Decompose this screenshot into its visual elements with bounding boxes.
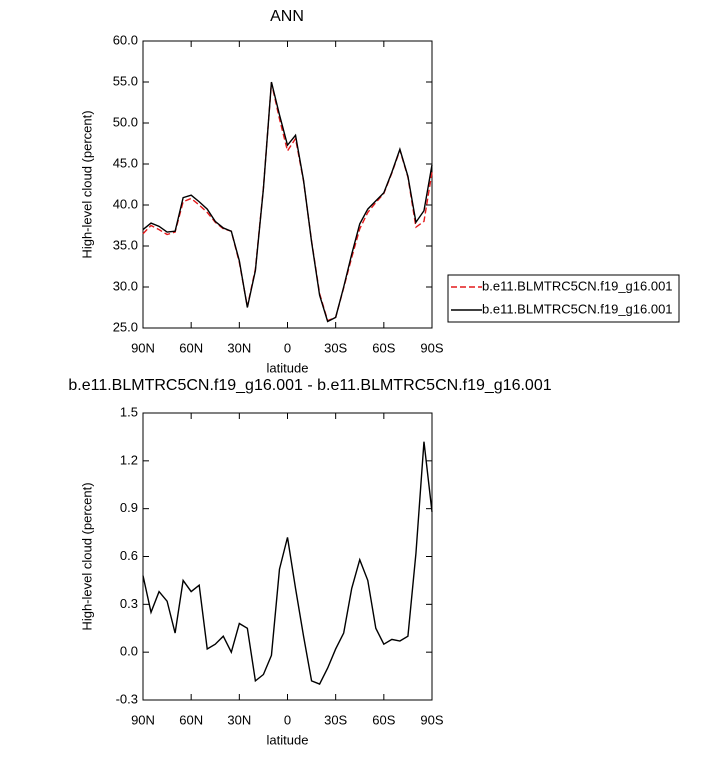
y-tick-label: 40.0 xyxy=(113,196,138,211)
x-tick-label: 90N xyxy=(131,712,155,727)
y-axis-label: High-level cloud (percent) xyxy=(79,110,94,258)
x-tick-label: 90S xyxy=(420,712,443,727)
series-line xyxy=(142,441,433,685)
x-tick-label: 0 xyxy=(284,712,291,727)
plot-frame xyxy=(142,40,433,329)
y-tick-label: 0.6 xyxy=(120,548,138,563)
x-tick-label: 0 xyxy=(284,340,291,355)
y-tick-label: 0.0 xyxy=(120,644,138,659)
x-tick-label: 90S xyxy=(420,340,443,355)
y-tick-label: 60.0 xyxy=(113,32,138,47)
series-line xyxy=(142,81,433,323)
x-tick-label: 30S xyxy=(324,340,347,355)
y-tick-label: 45.0 xyxy=(113,155,138,170)
y-tick-label: 1.5 xyxy=(120,404,138,419)
chart-title: ANN xyxy=(270,8,304,25)
chart-title: b.e11.BLMTRC5CN.f19_g16.001 - b.e11.BLMT… xyxy=(68,377,551,394)
x-tick-label: 30N xyxy=(227,712,251,727)
y-tick-label: 50.0 xyxy=(113,114,138,129)
legend-label: b.e11.BLMTRC5CN.f19_g16.001 xyxy=(482,301,673,316)
x-tick-label: 60S xyxy=(372,712,395,727)
y-tick-label: 0.9 xyxy=(120,500,138,515)
legend-box xyxy=(447,274,680,323)
y-axis-label: High-level cloud (percent) xyxy=(79,482,94,630)
x-tick-label: 30N xyxy=(227,340,251,355)
x-tick-label: 90N xyxy=(131,340,155,355)
x-axis-label: latitude xyxy=(267,360,309,375)
y-tick-label: 30.0 xyxy=(113,278,138,293)
y-tick-label: 1.2 xyxy=(120,452,138,467)
y-tick-label: 0.3 xyxy=(120,596,138,611)
x-tick-label: 60N xyxy=(179,712,203,727)
legend-label: b.e11.BLMTRC5CN.f19_g16.001 xyxy=(482,278,673,293)
plot-frame xyxy=(142,412,433,701)
y-tick-label: 25.0 xyxy=(113,319,138,334)
x-tick-label: 60N xyxy=(179,340,203,355)
y-tick-label: -0.3 xyxy=(116,691,138,706)
y-tick-label: 55.0 xyxy=(113,73,138,88)
series-line xyxy=(142,82,433,322)
x-axis-label: latitude xyxy=(267,732,309,747)
y-tick-label: 35.0 xyxy=(113,237,138,252)
x-tick-label: 30S xyxy=(324,712,347,727)
x-tick-label: 60S xyxy=(372,340,395,355)
